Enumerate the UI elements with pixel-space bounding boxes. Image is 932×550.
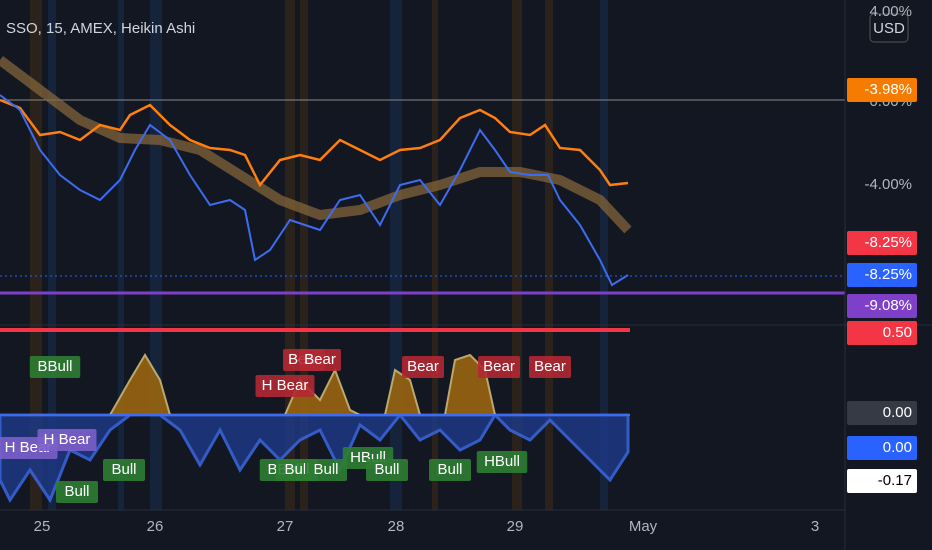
- price-label-box: [847, 294, 917, 318]
- price-label-box: [847, 469, 917, 493]
- signal-box: [476, 451, 528, 473]
- signal-label: HBull: [484, 453, 520, 470]
- session-bands: [30, 0, 608, 510]
- time-label: 29: [507, 518, 524, 535]
- signal-box: [103, 459, 145, 481]
- signal-label: Bull: [64, 483, 89, 500]
- oscillator-negative: [0, 412, 630, 504]
- price-label-box: [847, 263, 917, 287]
- signal-box: [305, 459, 347, 481]
- dynamic-layer: 4.00%0.00%-3.98%-4.00%-8.25%-8.25%-9.08%…: [0, 3, 917, 535]
- price-label-box: [847, 78, 917, 102]
- signal-box: [366, 459, 408, 481]
- price-label: -3.98%: [864, 81, 912, 98]
- signal-box: [299, 349, 341, 371]
- signal-box: [255, 375, 315, 397]
- signal-label: Bull: [111, 461, 136, 478]
- price-label: 4.00%: [869, 3, 912, 20]
- price-label: 0.00: [883, 404, 912, 421]
- signal-label: H Bear: [44, 431, 91, 448]
- signal-box: [37, 429, 97, 451]
- currency-label[interactable]: USD: [873, 20, 905, 37]
- price-label: 0.00: [883, 439, 912, 456]
- time-label: May: [629, 518, 658, 535]
- price-line: [0, 94, 629, 287]
- price-label: -8.25%: [864, 234, 912, 251]
- signal-label: Bull: [437, 461, 462, 478]
- price-label: -0.17: [878, 472, 912, 489]
- signal-box: [529, 356, 571, 378]
- signal-box: [429, 459, 471, 481]
- signal-label: Bull: [374, 461, 399, 478]
- price-label: -4.00%: [864, 176, 912, 193]
- signal-label: Bull: [284, 461, 309, 478]
- orange-line: [0, 98, 629, 188]
- signal-box: [29, 356, 81, 378]
- price-label: -9.08%: [864, 297, 912, 314]
- signal-label: H Bear: [262, 377, 309, 394]
- time-label: 26: [147, 518, 164, 535]
- currency-button[interactable]: [869, 13, 909, 43]
- signal-box: [56, 481, 98, 503]
- signal-box: [402, 356, 444, 378]
- signal-label: BBull: [37, 358, 72, 375]
- signal-box: [478, 356, 520, 378]
- price-label-box: [847, 231, 917, 255]
- time-label: 28: [388, 518, 405, 535]
- symbol-title: SSO, 15, AMEX, Heikin Ashi: [6, 20, 195, 37]
- signal-label: Bear: [534, 358, 566, 375]
- price-label: -8.25%: [864, 266, 912, 283]
- price-label-box: [847, 436, 917, 460]
- signal-label: Bull: [313, 461, 338, 478]
- signal-label: Bear: [483, 358, 515, 375]
- time-label: 3: [811, 518, 819, 535]
- time-label: 27: [277, 518, 294, 535]
- signal-label: Bear: [407, 358, 439, 375]
- price-label-box: [847, 401, 917, 425]
- price-label-box: [847, 321, 917, 345]
- signal-label: Bear: [304, 351, 336, 368]
- time-label: 25: [34, 518, 51, 535]
- price-label: 0.50: [883, 324, 912, 341]
